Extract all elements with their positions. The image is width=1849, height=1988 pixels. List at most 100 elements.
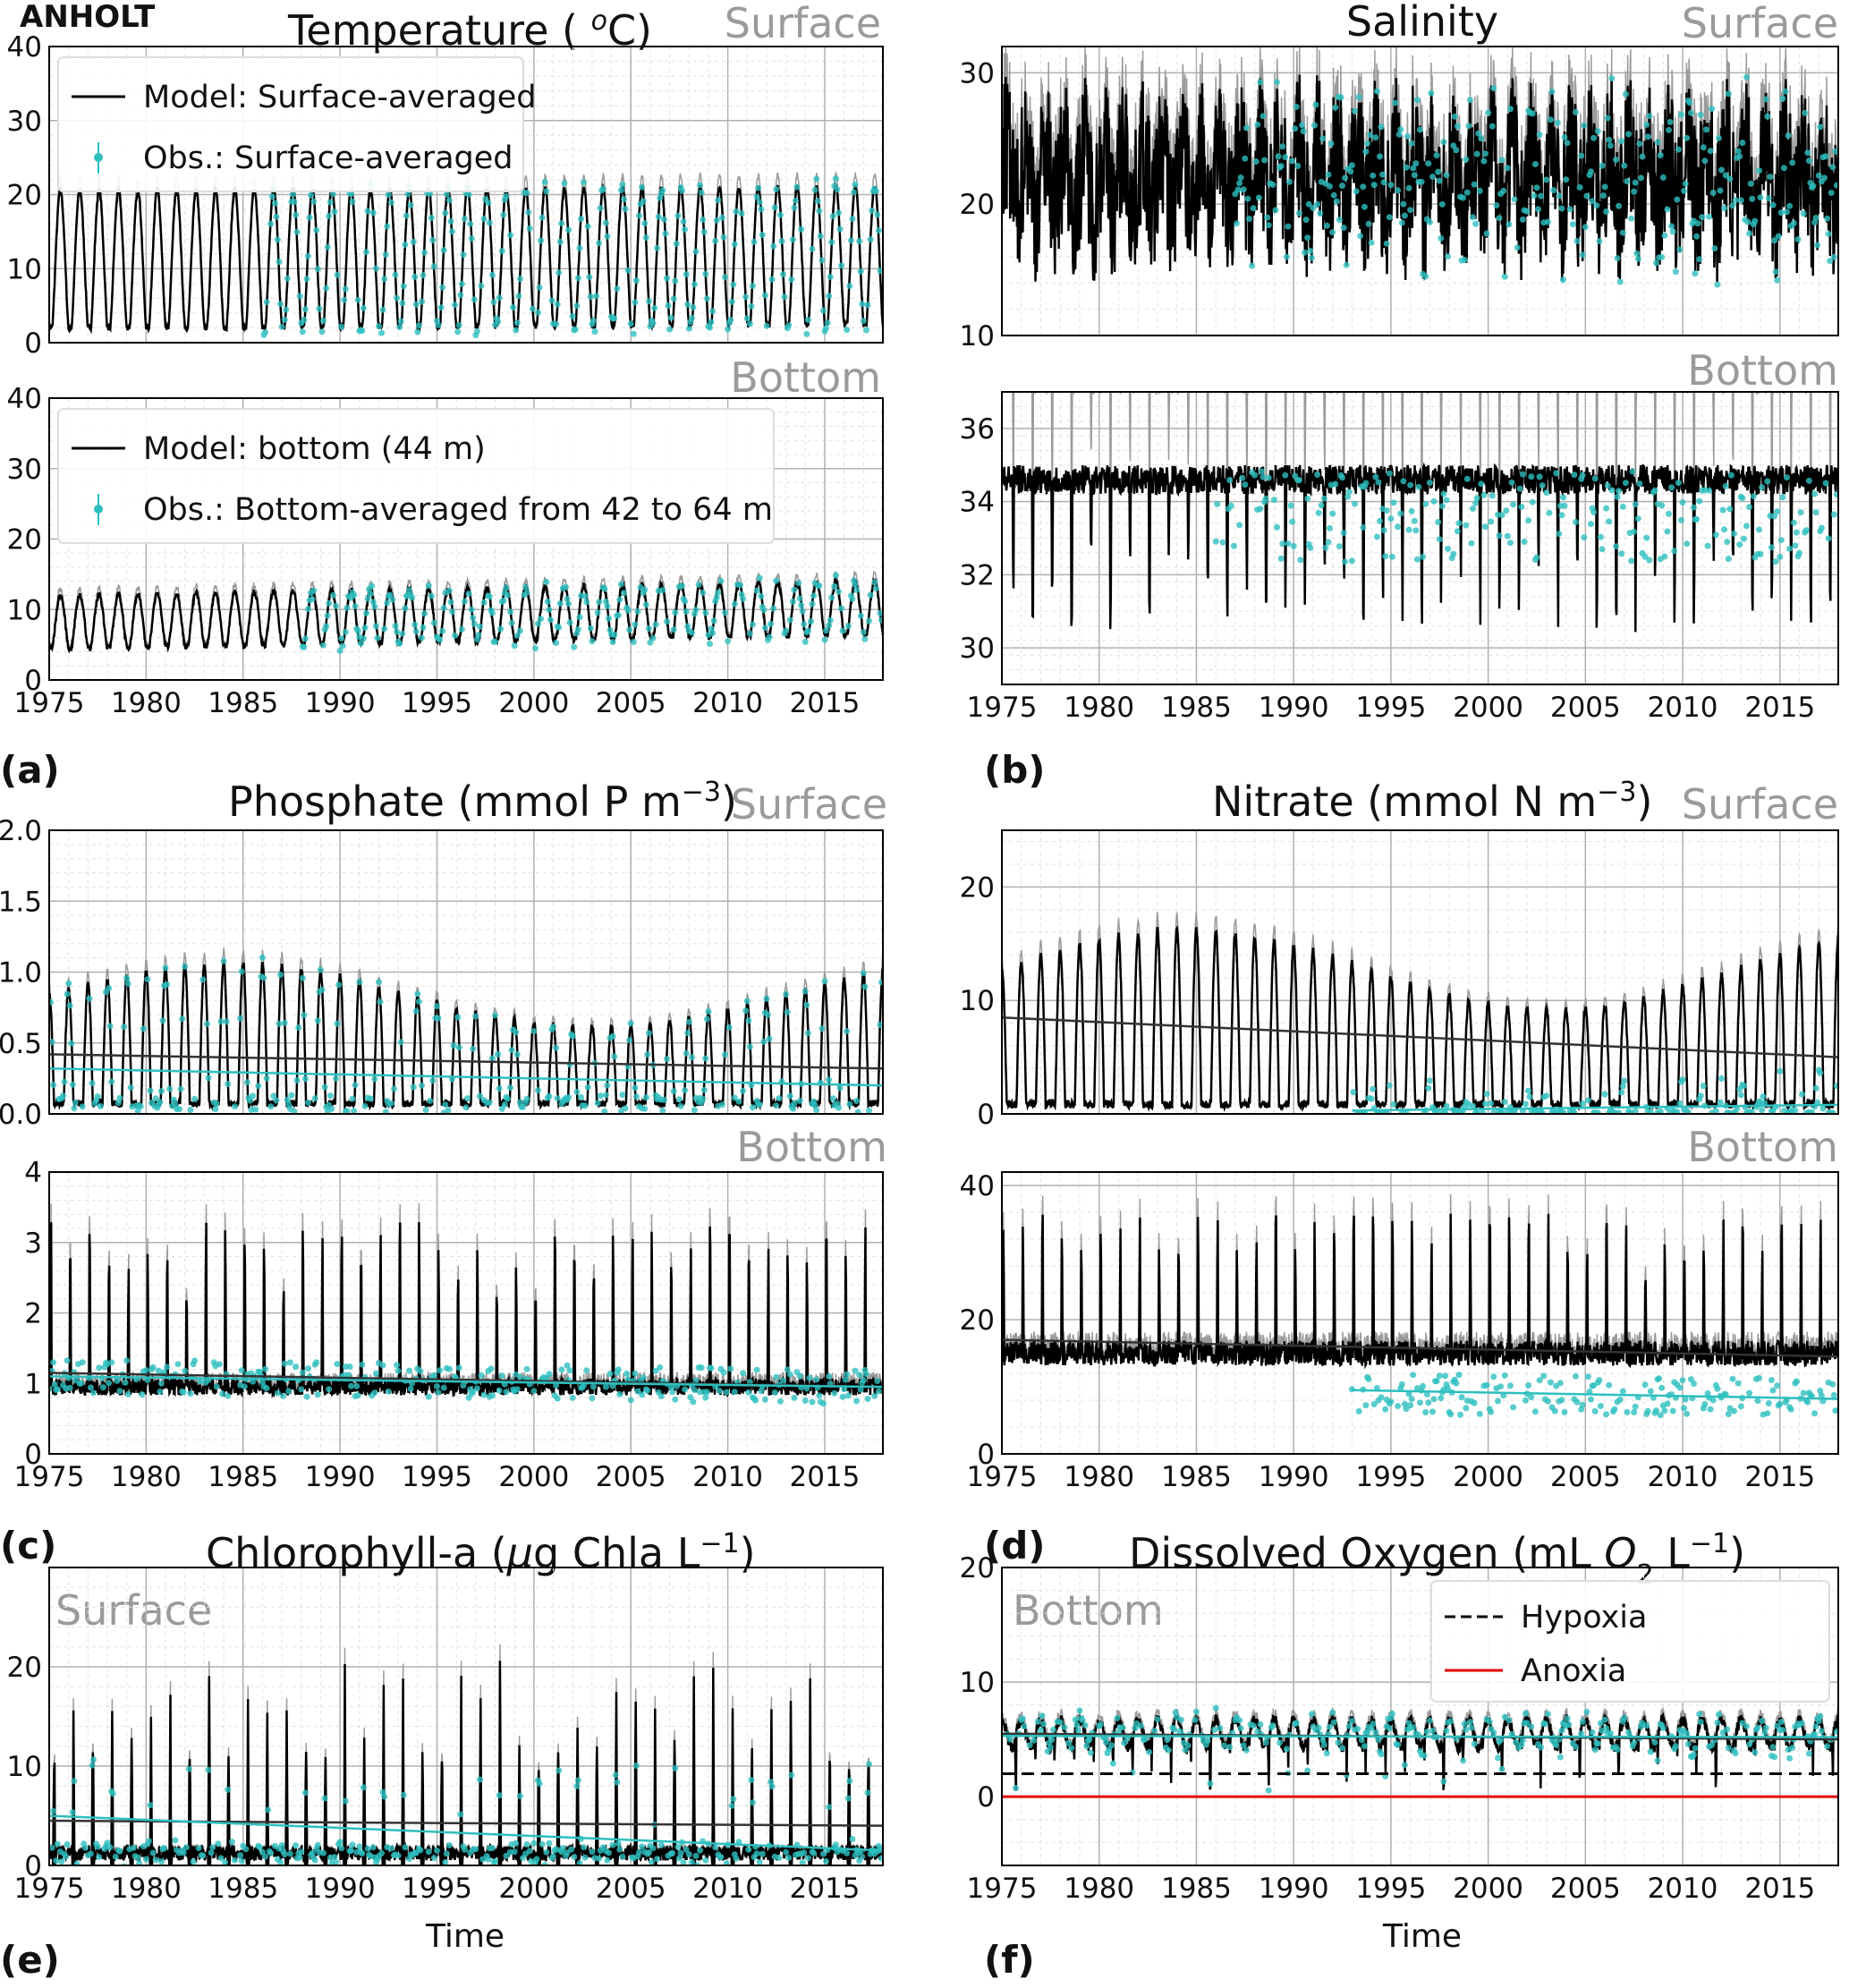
obs-point (1594, 128, 1601, 135)
obs-point (1743, 522, 1750, 530)
obs-point (1362, 1402, 1370, 1409)
obs-point (556, 624, 563, 631)
obs-point (692, 1377, 700, 1384)
obs-point (341, 296, 348, 303)
obs-point (1672, 268, 1679, 276)
obs-point (1097, 1721, 1104, 1728)
obs-point (526, 225, 533, 232)
obs-point (821, 978, 828, 985)
obs-point (623, 1370, 631, 1377)
obs-point (1757, 194, 1764, 201)
obs-point (54, 1386, 61, 1393)
model-line (1002, 924, 1838, 1113)
obs-point (1466, 97, 1473, 104)
obs-point (464, 1095, 471, 1102)
obs-point (859, 301, 866, 308)
obs-point (326, 599, 333, 607)
obs-point (1822, 480, 1829, 487)
y-tick-label: 40 (7, 31, 42, 64)
obs-point (1501, 1372, 1508, 1379)
obs-point (1257, 505, 1264, 513)
obs-point (1510, 501, 1517, 508)
obs-point (1573, 519, 1579, 525)
obs-point (809, 245, 816, 252)
obs-point (513, 327, 520, 334)
obs-point (627, 1020, 634, 1027)
obs-point (1333, 198, 1340, 205)
y-tick-label: 20 (7, 180, 42, 212)
obs-point (1546, 509, 1553, 516)
obs-point (1307, 544, 1314, 551)
obs-point (1682, 1396, 1689, 1403)
obs-point (703, 295, 710, 302)
obs-point (1656, 1375, 1663, 1382)
obs-point (715, 589, 722, 596)
obs-point (180, 1849, 187, 1856)
obs-point (503, 1852, 510, 1859)
obs-point (1386, 1082, 1393, 1089)
obs-point (702, 270, 709, 277)
obs-point (705, 1008, 712, 1015)
tag-sal-surface: Surface (1682, 0, 1838, 47)
obs-point (404, 191, 411, 198)
x-tick-label: 2010 (692, 1873, 763, 1905)
obs-point (632, 1370, 639, 1377)
obs-point (801, 1849, 808, 1856)
obs-point (1613, 157, 1619, 163)
obs-point (50, 1082, 57, 1088)
obs-point (581, 1844, 588, 1851)
obs-point (1370, 1085, 1377, 1092)
obs-point (1812, 509, 1819, 516)
obs-point (1463, 156, 1470, 163)
obs-point (832, 1841, 839, 1848)
obs-point (1616, 278, 1624, 285)
obs-point (738, 210, 745, 217)
obs-point (1387, 515, 1395, 522)
obs-point (1779, 95, 1786, 102)
obs-point (406, 1367, 412, 1374)
obs-point (1636, 140, 1643, 148)
obs-point (1721, 205, 1728, 212)
tag-no3-surface: Surface (1682, 780, 1838, 828)
obs-point (1597, 533, 1604, 540)
obs-point (700, 228, 708, 235)
obs-point (571, 1854, 578, 1860)
obs-point (1380, 527, 1387, 534)
obs-point (1764, 113, 1771, 120)
obs-point (626, 626, 633, 633)
obs-point (639, 1843, 646, 1850)
obs-point (334, 271, 341, 278)
obs-point (1212, 1704, 1219, 1712)
obs-point (1644, 133, 1651, 140)
obs-point (1463, 1726, 1470, 1733)
obs-point (1372, 1729, 1379, 1737)
obs-point (187, 1107, 194, 1114)
obs-point (1668, 484, 1675, 491)
obs-point (1632, 179, 1639, 186)
obs-trend-line (49, 1067, 883, 1087)
obs-point (641, 220, 649, 227)
obs-point (1308, 1711, 1315, 1718)
obs-point (1405, 1390, 1412, 1398)
tag-sal-bottom: Bottom (1687, 346, 1838, 395)
y-tick-label: 0 (24, 1439, 42, 1471)
axes-frame (48, 397, 884, 681)
obs-point (1457, 1411, 1463, 1418)
obs-point (122, 1379, 129, 1386)
obs-point (1184, 1742, 1192, 1749)
obs-point (354, 627, 361, 634)
panel-letter-a: (a) (0, 748, 60, 792)
obs-point (722, 274, 728, 281)
obs-point (437, 304, 445, 311)
legend-obs-swatch (94, 153, 103, 162)
obs-point (123, 974, 131, 981)
obs-point (400, 1791, 407, 1798)
obs-point (634, 1388, 641, 1395)
obs-point (1725, 556, 1732, 563)
obs-point (814, 198, 821, 205)
obs-point (1329, 510, 1336, 517)
obs-point (1279, 143, 1286, 150)
